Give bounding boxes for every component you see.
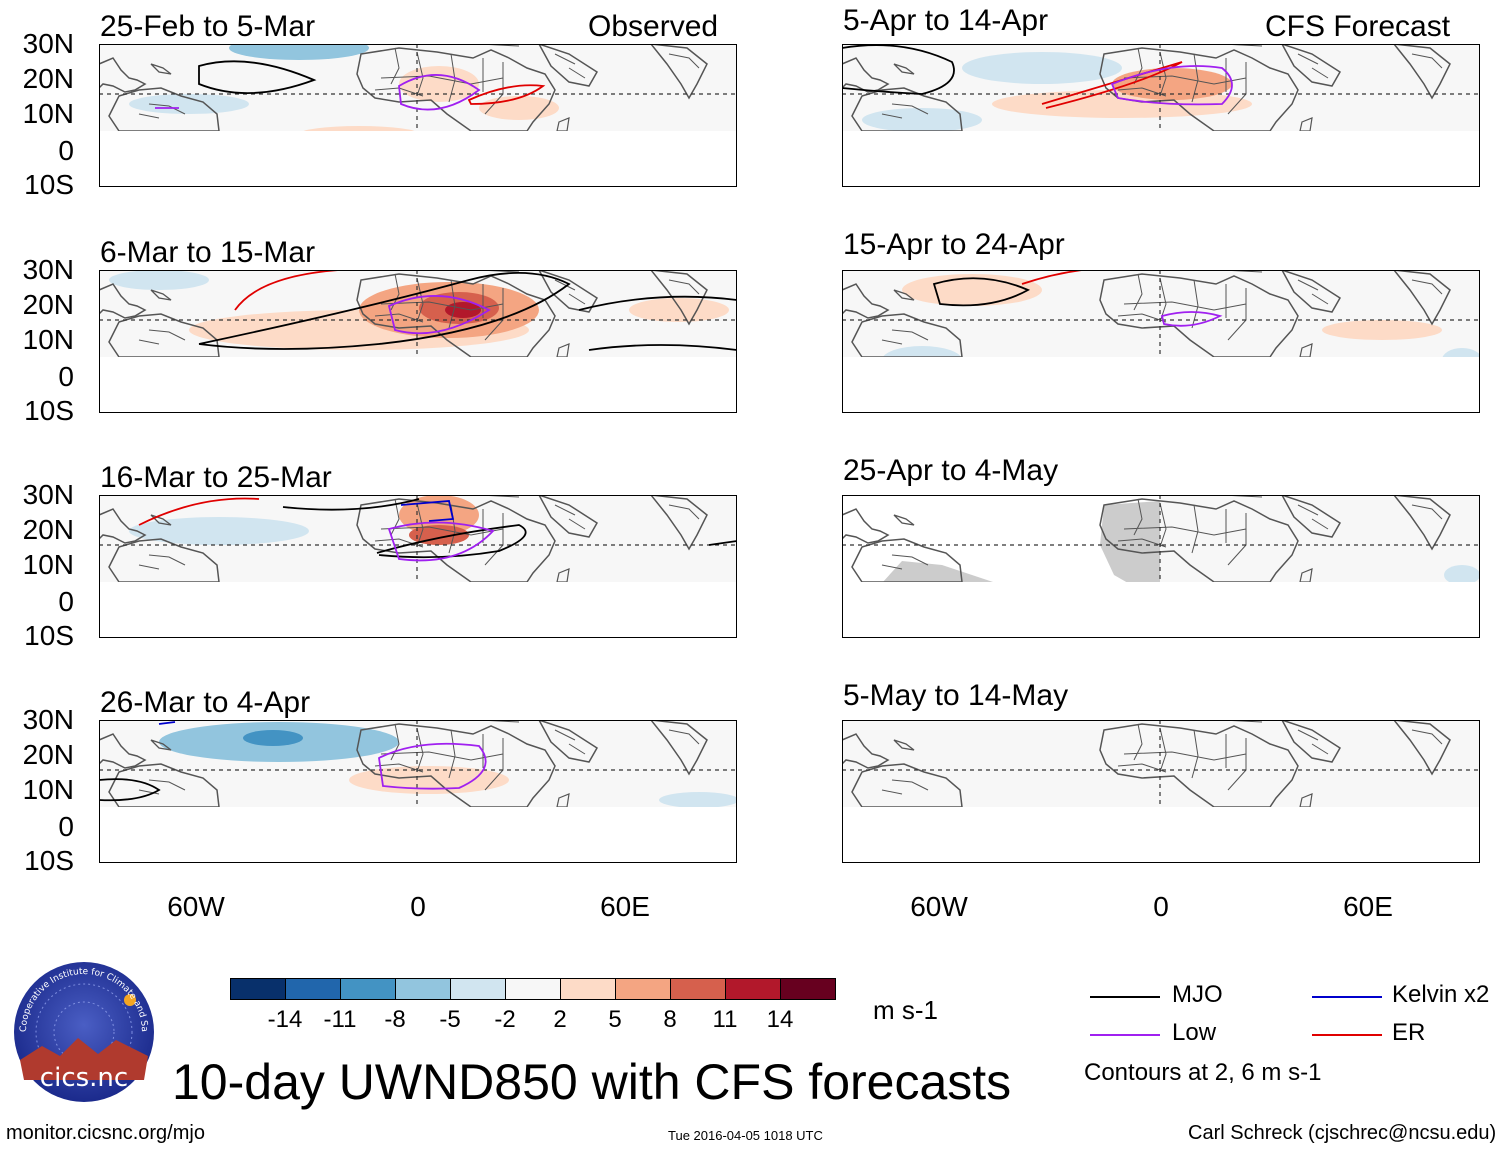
- lat-label-row1-0: 30N: [22, 28, 74, 59]
- forecast-panel-2-title: 15-Apr to 24-Apr: [843, 228, 1065, 261]
- lat-label-row2-1: 20N: [22, 289, 74, 320]
- observed-panel-4-title: 26-Mar to 4-Apr: [100, 686, 311, 719]
- legend-low-line: [1090, 1034, 1160, 1036]
- forecast-panel-2: [842, 270, 1480, 413]
- legend-er-line: [1312, 1034, 1382, 1036]
- lon-label-0-left: 0: [410, 891, 426, 922]
- lat-label-row4-1: 20N: [22, 739, 74, 770]
- colorbar-box-9: [725, 978, 781, 1000]
- lat-label-row1-2: 10N: [22, 98, 74, 129]
- colorbar-box-0: [230, 978, 286, 1000]
- legend-mjo-line: [1090, 996, 1160, 998]
- logo-text: cics.nc: [40, 1063, 128, 1093]
- colorbar-box-8: [670, 978, 726, 1000]
- lon-label-60w-left: 60W: [167, 891, 225, 922]
- observed-header: Observed: [588, 10, 719, 43]
- lat-label-row1-1: 20N: [22, 63, 74, 94]
- colorbar-box-4: [450, 978, 506, 1000]
- lat-label-row2-2: 10N: [22, 324, 74, 355]
- colorbar-tick-8: 11: [712, 1006, 738, 1033]
- lat-label-row4-3: 0: [58, 811, 74, 842]
- lat-label-row4-4: 10S: [24, 845, 74, 876]
- lon-label-60e-right: 60E: [1343, 891, 1393, 922]
- colorbar-tick-4: -2: [494, 1006, 516, 1033]
- colorbar-tick-1: -11: [323, 1006, 357, 1033]
- colorbar-box-1: [285, 978, 341, 1000]
- observed-panel-3-title: 16-Mar to 25-Mar: [100, 461, 332, 494]
- colorbar-tick-7: 8: [663, 1006, 677, 1033]
- forecast-panel-4-title: 5-May to 14-May: [843, 679, 1069, 712]
- forecast-panel-1: [842, 44, 1480, 187]
- observed-panel-1-title: 25-Feb to 5-Mar: [100, 10, 316, 43]
- colorbar-box-6: [560, 978, 616, 1000]
- lat-label-row2-0: 30N: [22, 254, 74, 285]
- legend-note: Contours at 2, 6 m s-1: [1084, 1059, 1322, 1086]
- forecast-header: CFS Forecast: [1265, 10, 1451, 43]
- lat-label-row3-3: 0: [58, 586, 74, 617]
- lat-label-row1-3: 0: [58, 135, 74, 166]
- lat-label-row1-4: 10S: [24, 169, 74, 200]
- lat-label-row3-0: 30N: [22, 479, 74, 510]
- forecast-panel-4: [842, 720, 1480, 863]
- lon-label-60w-right: 60W: [910, 891, 968, 922]
- lon-label-0-right: 0: [1153, 891, 1169, 922]
- legend-mjo-label: MJO: [1172, 981, 1223, 1008]
- colorbar-box-2: [340, 978, 396, 1000]
- lat-label-row3-2: 10N: [22, 549, 74, 580]
- observed-panel-2: [99, 270, 737, 413]
- legend-er-label: ER: [1392, 1019, 1426, 1046]
- forecast-panel-1-title: 5-Apr to 14-Apr: [843, 4, 1049, 37]
- observed-panel-3: [99, 495, 737, 638]
- legend-kelvin-line: [1312, 996, 1382, 998]
- lat-label-row3-4: 10S: [24, 620, 74, 651]
- colorbar-tick-0: -14: [267, 1006, 303, 1033]
- lon-label-60e-left: 60E: [600, 891, 650, 922]
- legend-kelvin-label: Kelvin x2: [1392, 981, 1490, 1008]
- colorbar-box-3: [395, 978, 451, 1000]
- lat-label-row2-4: 10S: [24, 395, 74, 426]
- lat-label-row3-1: 20N: [22, 514, 74, 545]
- lat-label-row4-0: 30N: [22, 704, 74, 735]
- cics-logo: cics.nc Cooperative Institute for Climat…: [9, 953, 156, 1104]
- footer-url: monitor.cicsnc.org/mjo: [6, 1122, 205, 1144]
- forecast-panel-3: [842, 495, 1480, 638]
- lat-label-row2-3: 0: [58, 361, 74, 392]
- colorbar-units: m s-1: [873, 995, 938, 1025]
- colorbar-tick-3: -5: [439, 1006, 461, 1033]
- colorbar-tick-2: -8: [384, 1006, 406, 1033]
- colorbar-tick-5: 2: [553, 1006, 567, 1033]
- figure-title: 10-day UWND850 with CFS forecasts: [172, 1054, 1012, 1110]
- legend-low-label: Low: [1172, 1019, 1217, 1046]
- observed-panel-2-title: 6-Mar to 15-Mar: [100, 236, 316, 269]
- forecast-panel-3-title: 25-Apr to 4-May: [843, 454, 1059, 487]
- footer-timestamp: Tue 2016-04-05 1018 UTC: [668, 1128, 823, 1143]
- colorbar-tick-9: 14: [766, 1006, 794, 1033]
- colorbar-box-7: [615, 978, 671, 1000]
- colorbar-box-5: [505, 978, 561, 1000]
- lat-label-row4-2: 10N: [22, 774, 74, 805]
- footer-author: Carl Schreck (cjschrec@ncsu.edu): [1188, 1122, 1497, 1144]
- observed-panel-1: [99, 44, 737, 187]
- observed-panel-4: [99, 720, 737, 863]
- colorbar-box-10: [780, 978, 836, 1000]
- colorbar-tick-6: 5: [608, 1006, 622, 1033]
